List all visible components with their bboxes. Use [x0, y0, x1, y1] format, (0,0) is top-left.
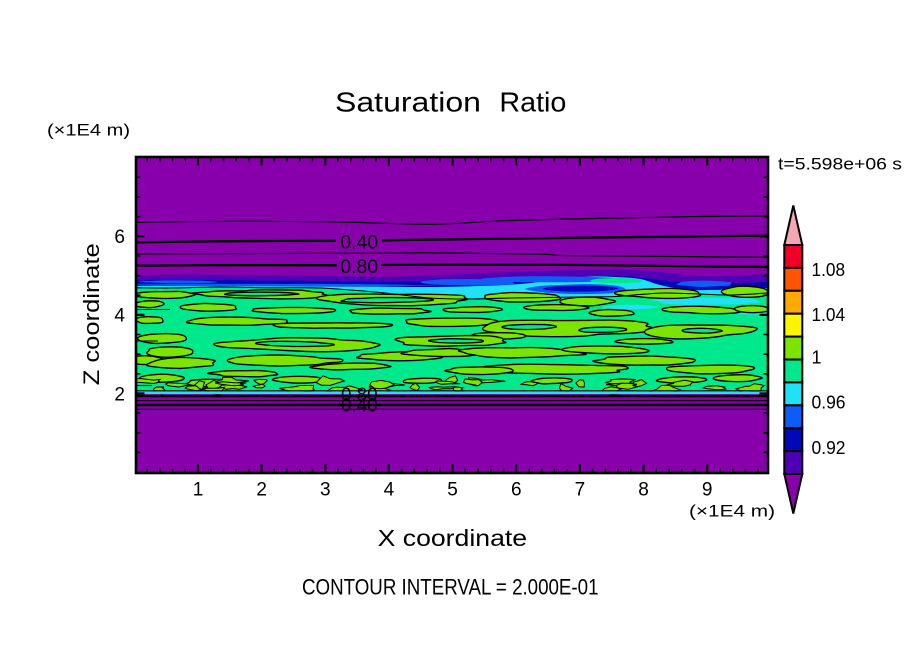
svg-text:8: 8: [638, 479, 649, 500]
svg-text:9: 9: [702, 479, 713, 500]
svg-text:1: 1: [812, 347, 822, 367]
svg-text:Saturation: Saturation: [335, 86, 481, 117]
svg-text:Ratio: Ratio: [499, 86, 566, 117]
svg-text:4: 4: [384, 479, 395, 500]
svg-text:1.08: 1.08: [812, 260, 846, 280]
svg-text:(×1E4 m): (×1E4 m): [47, 121, 130, 140]
svg-text:Z coordinate: Z coordinate: [79, 243, 104, 385]
svg-text:2: 2: [256, 479, 267, 500]
svg-text:2: 2: [114, 384, 125, 405]
svg-text:3: 3: [320, 479, 331, 500]
svg-text:(×1E4 m): (×1E4 m): [689, 502, 775, 521]
svg-text:0.40: 0.40: [340, 232, 378, 253]
svg-text:0.80: 0.80: [341, 385, 378, 406]
svg-text:0.40: 0.40: [341, 396, 378, 417]
svg-text:0.92: 0.92: [812, 438, 846, 458]
svg-text:6: 6: [511, 479, 522, 500]
svg-text:1.04: 1.04: [812, 305, 846, 325]
svg-text:CONTOUR INTERVAL = 2.000E-01: CONTOUR INTERVAL = 2.000E-01: [302, 575, 599, 600]
svg-text:6: 6: [114, 227, 125, 248]
svg-text:4: 4: [114, 306, 125, 327]
svg-text:1: 1: [193, 479, 204, 500]
svg-text:X coordinate: X coordinate: [378, 525, 527, 551]
svg-text:0.80: 0.80: [340, 257, 378, 278]
svg-text:0.96: 0.96: [812, 393, 846, 413]
svg-text:5: 5: [447, 479, 458, 500]
svg-text:t=5.598e+06 s: t=5.598e+06 s: [778, 154, 902, 173]
svg-text:7: 7: [575, 479, 586, 500]
